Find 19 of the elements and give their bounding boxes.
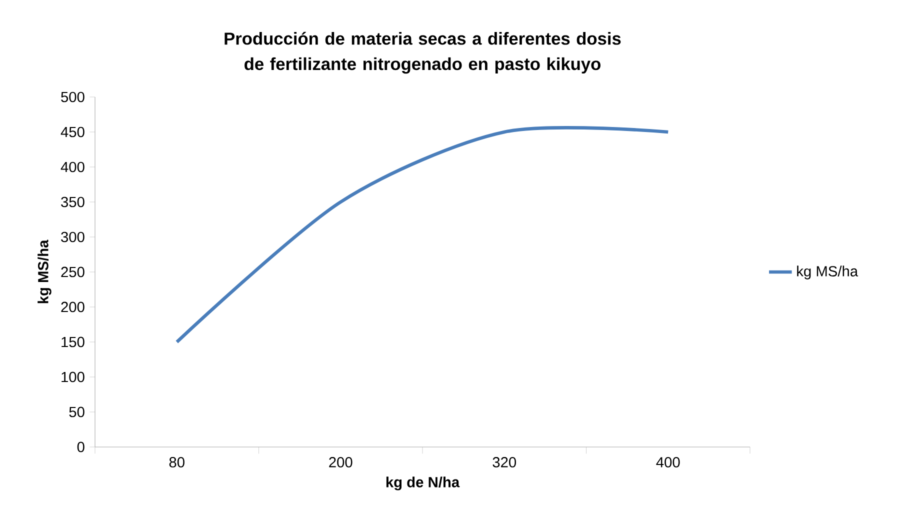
y-tick-label: 450 bbox=[60, 126, 84, 138]
y-axis-title: kg MS/ha bbox=[38, 240, 52, 304]
y-tick-label: 200 bbox=[61, 302, 84, 312]
x-axis-title: kg de N/ha bbox=[386, 476, 460, 490]
y-tick-label: 100 bbox=[62, 372, 84, 382]
x-tick-label: 200 bbox=[329, 457, 352, 468]
y-tick-label: 400 bbox=[60, 162, 84, 172]
x-tick-label: 80 bbox=[169, 457, 184, 468]
x-tick-label: 320 bbox=[492, 457, 516, 468]
y-tick-label: 350 bbox=[61, 196, 84, 208]
x-tick-label: 400 bbox=[656, 457, 680, 468]
y-tick-label: 50 bbox=[69, 406, 84, 418]
y-tick-label: 250 bbox=[61, 266, 84, 278]
y-tick-label: 500 bbox=[61, 92, 84, 102]
y-tick-label: 0 bbox=[77, 442, 84, 452]
legend-label: kg MS/ha bbox=[797, 266, 858, 280]
y-tick-label: 300 bbox=[61, 232, 84, 242]
y-tick-label: 150 bbox=[62, 336, 84, 348]
chart-title: Producción de materia secas a diferentes dosis de fertilizante nitrogenado en pasto kikuyo bbox=[224, 32, 621, 74]
